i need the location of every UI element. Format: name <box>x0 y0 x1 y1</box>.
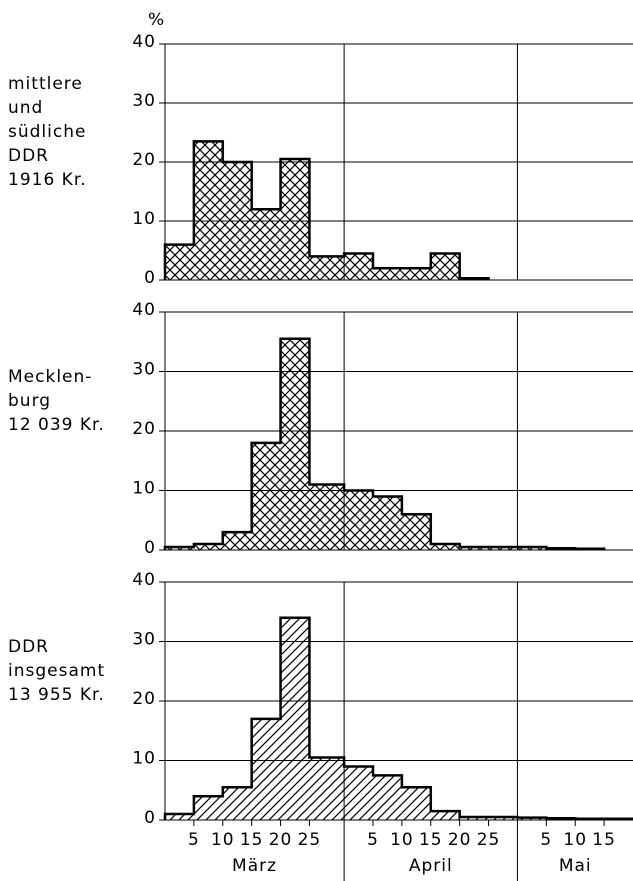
x-tick-label: 20 <box>448 830 472 850</box>
bar <box>488 817 518 820</box>
y-tick-label: 20 <box>132 150 156 170</box>
histogram-outline <box>163 140 490 280</box>
x-tick-label: 5 <box>188 830 200 850</box>
bar <box>344 490 373 550</box>
bar <box>401 514 431 550</box>
y-tick-label: 30 <box>132 630 156 650</box>
bar <box>309 757 345 820</box>
y-tick-label: 0 <box>144 538 156 558</box>
y-tick-label: 10 <box>132 209 156 229</box>
y-tick-label: 10 <box>132 479 156 499</box>
y-tick-label: 20 <box>132 689 156 709</box>
bar <box>401 268 431 280</box>
panel-label: burg <box>8 391 51 411</box>
x-tick-label: 5 <box>540 830 552 850</box>
bar <box>309 256 345 280</box>
panel-label: und <box>8 98 43 118</box>
bar <box>459 547 489 550</box>
bar <box>193 544 223 550</box>
panel-label: DDR <box>8 146 49 166</box>
bar <box>373 775 402 820</box>
histogram-outline <box>163 616 633 821</box>
x-tick-label: 10 <box>390 830 414 850</box>
bar <box>373 268 402 280</box>
bar <box>280 617 310 820</box>
y-tick-label: 30 <box>132 91 156 111</box>
panel-label: 12 039 Kr. <box>8 415 105 435</box>
panel-label: südliche <box>8 122 86 142</box>
x-tick-label: 15 <box>240 830 264 850</box>
bar <box>165 547 194 550</box>
x-tick-label: 15 <box>592 830 616 850</box>
bar <box>251 442 281 550</box>
bar <box>373 496 402 550</box>
bar <box>193 796 223 820</box>
panel-label: 13 955 Kr. <box>8 685 105 705</box>
panel-label: 1916 Kr. <box>8 170 87 190</box>
x-tick-label: 10 <box>563 830 587 850</box>
y-tick-label: 0 <box>144 808 156 828</box>
x-tick-label: 10 <box>211 830 235 850</box>
month-label: Mai <box>559 856 592 876</box>
bar <box>165 814 194 820</box>
panel-label: Mecklen- <box>8 367 92 387</box>
month-label: April <box>409 856 453 876</box>
bar <box>222 532 252 550</box>
x-tick-label: 25 <box>298 830 322 850</box>
bar <box>280 159 310 280</box>
x-tick-label: 25 <box>477 830 501 850</box>
bar <box>401 787 431 820</box>
y-tick-label: 10 <box>132 749 156 769</box>
y-axis-label: % <box>148 10 165 30</box>
bar <box>280 338 310 550</box>
bar <box>430 811 460 820</box>
x-tick-label: 5 <box>367 830 379 850</box>
histogram-outline <box>163 337 606 551</box>
bar <box>344 766 373 820</box>
x-tick-label: 15 <box>419 830 443 850</box>
bar <box>222 162 252 280</box>
y-tick-label: 40 <box>132 32 156 52</box>
panel-label: insgesamt <box>8 661 105 681</box>
x-tick-label: 20 <box>269 830 293 850</box>
bar <box>430 253 460 280</box>
bar <box>251 718 281 820</box>
y-tick-label: 40 <box>132 570 156 590</box>
y-tick-label: 20 <box>132 419 156 439</box>
bar <box>251 209 281 280</box>
bar <box>430 544 460 550</box>
bar <box>344 253 373 280</box>
bar <box>309 484 345 550</box>
bar <box>459 817 489 820</box>
month-label: März <box>232 856 277 876</box>
panel-label: mittlere <box>8 74 83 94</box>
y-tick-label: 0 <box>144 268 156 288</box>
bar <box>488 547 518 550</box>
panel-label: DDR <box>8 637 49 657</box>
bar <box>193 141 223 280</box>
bar <box>222 787 252 820</box>
bar <box>517 547 547 550</box>
y-tick-label: 30 <box>132 360 156 380</box>
y-tick-label: 40 <box>132 300 156 320</box>
bar <box>165 244 194 280</box>
